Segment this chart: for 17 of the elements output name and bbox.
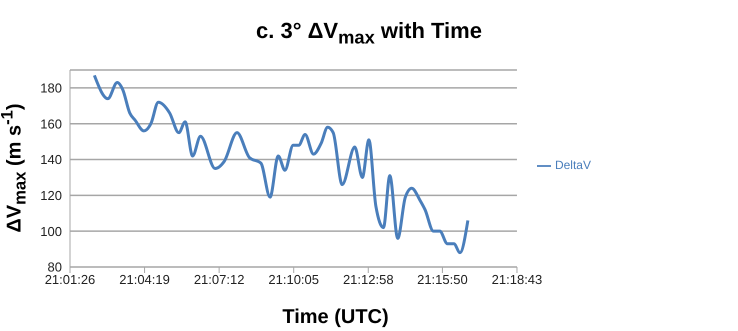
x-tick-label: 21:04:19	[119, 272, 170, 288]
y-tick-label: 120	[40, 188, 62, 203]
y-tick-label: 100	[40, 224, 62, 239]
y-tick-label: 140	[40, 152, 62, 168]
y-tick-label: 160	[40, 116, 62, 132]
x-tick-label: 21:18:43	[492, 272, 542, 288]
y-tick-label: 80	[48, 260, 62, 275]
chart-title: c. 3° ΔV$_{max}$ with Time	[255, 18, 483, 48]
x-axis-title: Time (UTC)	[281, 306, 390, 329]
x-tick-label: 21:12:58	[342, 272, 394, 288]
line-series	[92, 74, 470, 254]
x-tick-label: 21:10:05	[268, 272, 320, 288]
x-tick-label: 21:15:50	[417, 272, 468, 288]
y-tick-label: 180	[40, 80, 62, 96]
legend-label: DeltaV	[554, 158, 591, 172]
x-tick-label: 21:07:12	[194, 272, 244, 288]
x-tick-label: 21:01:26	[44, 272, 96, 288]
